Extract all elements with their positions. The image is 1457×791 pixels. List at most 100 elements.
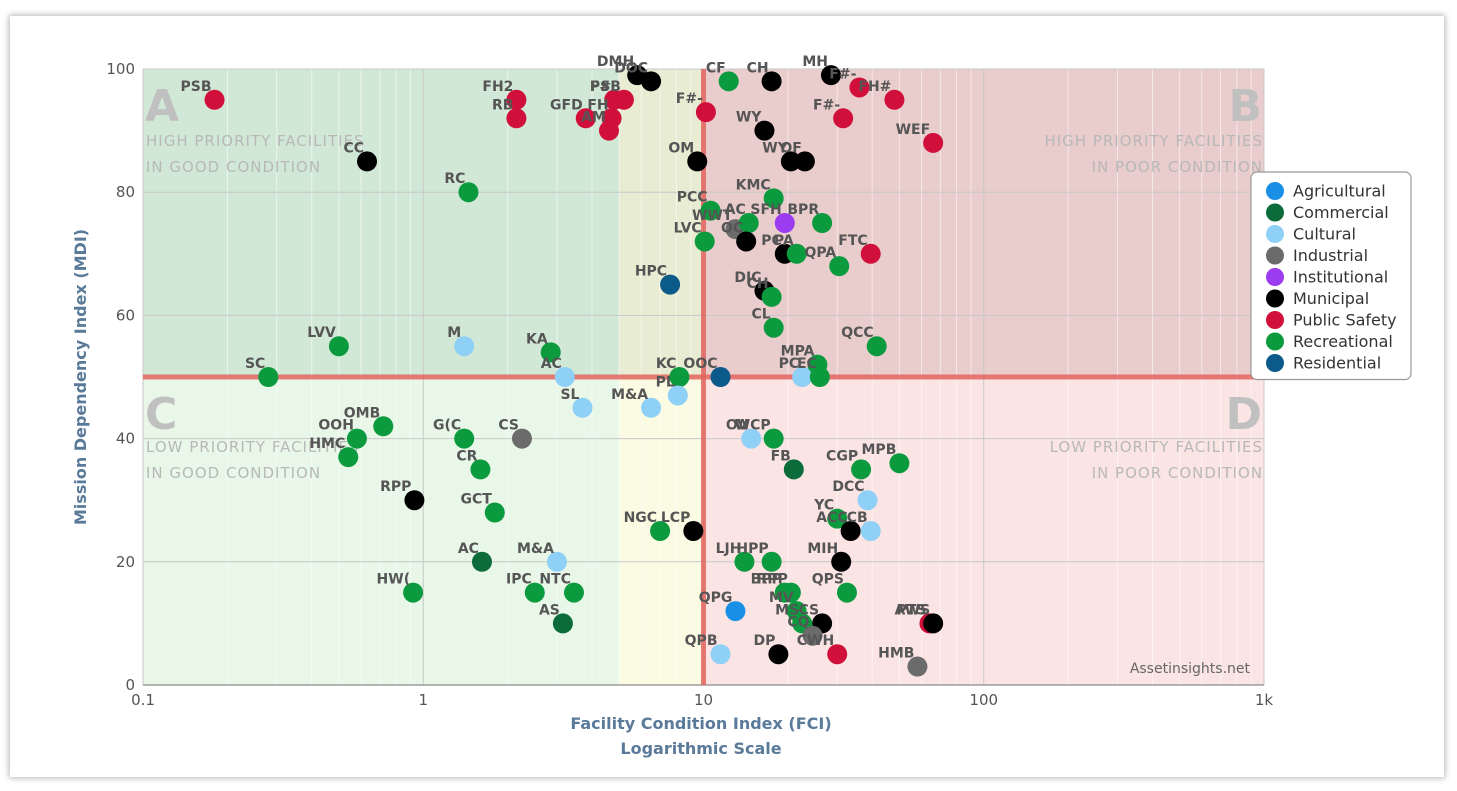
data-point[interactable] <box>524 582 545 603</box>
data-point-label: DOC <box>614 60 648 76</box>
data-point[interactable] <box>802 625 823 646</box>
data-point-label: FH# <box>858 79 891 95</box>
data-point[interactable] <box>346 428 367 449</box>
data-point[interactable] <box>736 231 757 252</box>
data-point[interactable] <box>857 490 878 511</box>
data-point[interactable] <box>907 656 928 677</box>
data-point[interactable] <box>641 397 662 418</box>
legend-item-label[interactable]: Residential <box>1293 354 1381 373</box>
data-point[interactable] <box>506 108 527 129</box>
data-point[interactable] <box>471 551 492 572</box>
data-point[interactable] <box>641 71 662 92</box>
data-point[interactable] <box>601 108 622 129</box>
data-point[interactable] <box>669 367 690 387</box>
credit-text[interactable]: Assetinsights.net <box>1130 661 1251 677</box>
data-point[interactable] <box>683 521 704 541</box>
legend-item-label[interactable]: Public Safety <box>1293 311 1397 330</box>
data-point[interactable] <box>725 601 746 622</box>
data-point[interactable] <box>613 89 634 110</box>
data-point[interactable] <box>754 120 775 141</box>
data-point[interactable] <box>458 182 479 203</box>
data-point[interactable] <box>783 459 804 480</box>
data-point[interactable] <box>923 613 944 634</box>
data-point[interactable] <box>695 102 716 123</box>
legend-item-label[interactable]: Cultural <box>1293 225 1356 244</box>
data-point[interactable] <box>763 188 784 209</box>
data-point[interactable] <box>687 151 708 172</box>
data-point[interactable] <box>836 582 857 603</box>
data-point[interactable] <box>763 428 784 449</box>
data-point[interactable] <box>204 89 225 110</box>
legend-item-label[interactable]: Recreational <box>1293 332 1393 351</box>
data-point[interactable] <box>786 243 807 264</box>
data-point[interactable] <box>884 89 905 110</box>
data-point[interactable] <box>734 551 755 572</box>
data-point[interactable] <box>506 89 527 110</box>
data-point[interactable] <box>761 551 782 572</box>
legend-item-label[interactable]: Institutional <box>1293 268 1388 287</box>
data-point[interactable] <box>829 256 850 277</box>
data-point[interactable] <box>404 490 425 511</box>
data-point[interactable] <box>454 428 475 449</box>
data-point[interactable] <box>484 502 505 523</box>
data-point-label: KA <box>526 331 548 347</box>
data-point[interactable] <box>831 551 852 572</box>
legend-item-label[interactable]: Commercial <box>1293 203 1389 222</box>
data-point[interactable] <box>833 108 854 129</box>
data-point[interactable] <box>780 151 801 172</box>
data-point[interactable] <box>860 521 881 541</box>
data-point[interactable] <box>809 367 830 387</box>
data-point[interactable] <box>511 428 532 449</box>
data-point[interactable] <box>667 385 688 406</box>
data-point[interactable] <box>328 336 349 357</box>
data-point[interactable] <box>660 274 681 295</box>
data-point[interactable] <box>554 367 575 387</box>
data-point[interactable] <box>780 582 801 603</box>
data-point[interactable] <box>827 644 848 665</box>
data-point-label: GCT <box>460 492 492 508</box>
data-point[interactable] <box>860 243 881 264</box>
data-point[interactable] <box>774 213 795 233</box>
data-point[interactable] <box>710 367 731 387</box>
data-point[interactable] <box>338 447 359 468</box>
data-point[interactable] <box>700 200 721 221</box>
data-point[interactable] <box>738 213 759 233</box>
data-point[interactable] <box>761 286 782 307</box>
data-point[interactable] <box>454 336 475 357</box>
data-point[interactable] <box>840 521 861 541</box>
data-point[interactable] <box>575 108 596 129</box>
data-point[interactable] <box>851 459 872 480</box>
data-point[interactable] <box>572 397 593 418</box>
legend-item-label[interactable]: Agricultural <box>1293 182 1386 201</box>
data-point[interactable] <box>827 508 848 529</box>
data-point[interactable] <box>761 71 782 92</box>
data-point[interactable] <box>694 231 715 252</box>
data-point[interactable] <box>768 644 789 665</box>
data-point[interactable] <box>866 336 887 357</box>
y-tick-label: 80 <box>116 183 135 201</box>
legend-item-label[interactable]: Industrial <box>1293 246 1368 265</box>
data-point[interactable] <box>794 151 815 172</box>
data-point[interactable] <box>470 459 491 480</box>
data-point[interactable] <box>710 644 731 665</box>
data-point[interactable] <box>923 132 944 153</box>
data-point[interactable] <box>563 582 584 603</box>
data-point[interactable] <box>820 65 841 86</box>
data-point[interactable] <box>258 367 279 387</box>
data-point[interactable] <box>849 77 870 98</box>
data-point[interactable] <box>718 71 739 92</box>
data-point[interactable] <box>403 582 424 603</box>
data-point[interactable] <box>357 151 378 172</box>
data-point[interactable] <box>889 453 910 474</box>
data-point[interactable] <box>552 613 573 634</box>
data-point[interactable] <box>792 367 813 387</box>
data-point[interactable] <box>812 213 833 233</box>
data-point[interactable] <box>650 521 671 541</box>
data-point[interactable] <box>741 428 762 449</box>
legend-item-label[interactable]: Municipal <box>1293 289 1369 308</box>
data-point[interactable] <box>763 317 784 338</box>
data-point[interactable] <box>546 551 567 572</box>
data-point[interactable] <box>540 342 561 363</box>
data-point[interactable] <box>373 416 394 437</box>
data-point-label: DCC <box>832 479 864 495</box>
